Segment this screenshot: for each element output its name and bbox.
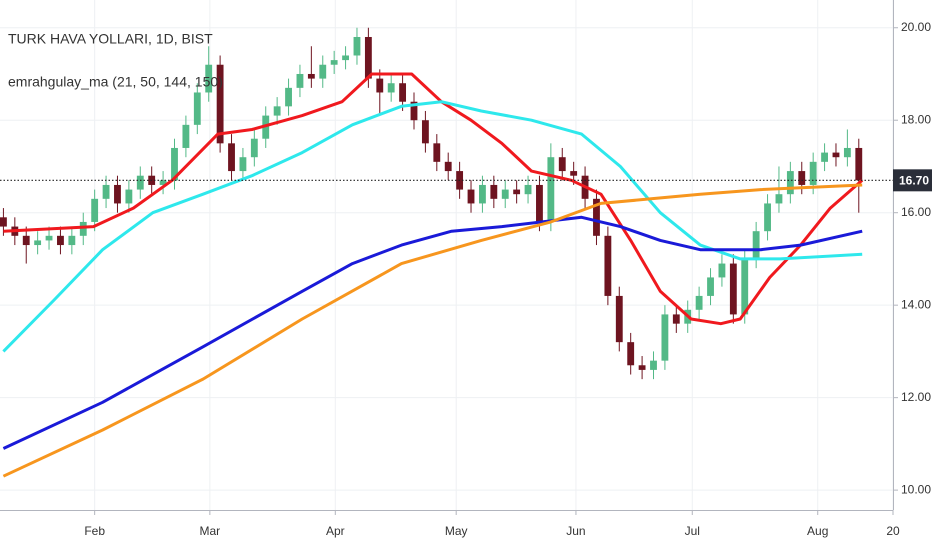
candle-body [821,152,828,162]
candle-body [399,83,407,102]
candle-body [627,342,635,366]
candle-body [695,295,703,310]
x-tick-label: Jul [685,524,700,538]
moving-average-line [3,72,864,326]
candle-body [330,60,338,65]
y-tick-label: 12.00 [901,390,931,404]
last-price-box [893,169,932,192]
candle-body [364,36,372,79]
candle-body [707,277,714,296]
candle-body [798,171,806,185]
candle-body [57,235,64,246]
y-tick-label: 20.00 [901,20,931,34]
candle-body [433,143,441,162]
candle-body [79,221,87,236]
candle-body [444,161,452,172]
candle-body [558,157,566,172]
moving-average-line [2,100,863,353]
candle-body [729,263,737,315]
plot-area [0,27,864,478]
candle-body [171,147,178,181]
candle-body [22,235,30,246]
candle-body [136,175,144,190]
candle-body [741,258,749,315]
candle-body [718,263,726,278]
candle-body [319,64,327,79]
candle-body [752,231,760,259]
candle-body [342,55,349,61]
candle-body [661,314,669,361]
candle-body [125,189,133,204]
x-tick-label: Feb [84,524,105,538]
candle-body [672,314,680,324]
x-tick-label: Jun [566,524,585,538]
candle-body [91,198,99,222]
candle-body [524,184,532,195]
candle-body [513,189,521,195]
candle-body [182,124,190,148]
x-tick-label: May [445,524,468,538]
candle-body [809,161,817,185]
candle-body [205,64,213,93]
candle-body [604,235,612,296]
candle-body [102,184,110,199]
candle-body [775,194,783,204]
candle-body [45,235,53,241]
candle-body [855,147,863,181]
candle-body [114,184,121,204]
candle-body [353,36,361,56]
moving-average-line [2,183,863,478]
candle-body [285,87,292,107]
candle-body [570,171,578,176]
candle-body [410,101,418,121]
candle-body [843,147,851,158]
candle-body [638,365,646,370]
candle-body [786,171,794,195]
candle-body [273,106,281,116]
candle-body [193,92,201,125]
candle-body [68,235,76,246]
candle-body [501,189,509,199]
chart-title: TURK HAVA YOLLARI, 1D, BIST [8,31,213,47]
candle-body [239,157,247,172]
candle-body [307,73,315,79]
candle-body [159,180,167,185]
candle-body [764,203,771,232]
moving-average-line [2,215,863,450]
candle-body [0,217,7,227]
candle-body [547,157,555,222]
candle-body [376,78,384,93]
candle-body [250,138,258,158]
candle-body [34,240,42,246]
candle-body [216,64,224,144]
indicator-label: emrahgulay_ma (21, 50, 144, 150) [8,74,223,90]
candle-body [387,83,395,93]
x-tick-label: Mar [200,524,221,538]
x-tick-label: 20 [886,524,900,538]
x-tick-label: Aug [807,524,828,538]
y-tick-label: 10.00 [901,482,931,496]
y-tick-label: 16.00 [901,205,931,219]
candle-body [536,184,543,222]
y-tick-label: 18.00 [901,112,931,126]
candle-body [615,295,623,343]
candle-body [296,73,304,88]
candle-body [228,143,235,172]
x-tick-label: Apr [326,524,345,538]
candle-body [832,152,840,158]
y-tick-label: 14.00 [901,297,931,311]
last-price-label: 16.70 [899,173,929,187]
candle-body [421,120,429,144]
candle-body [650,360,657,370]
candle-body [479,184,486,204]
candle-body [490,184,498,199]
candle-body [467,189,475,204]
candle-body [593,198,600,236]
